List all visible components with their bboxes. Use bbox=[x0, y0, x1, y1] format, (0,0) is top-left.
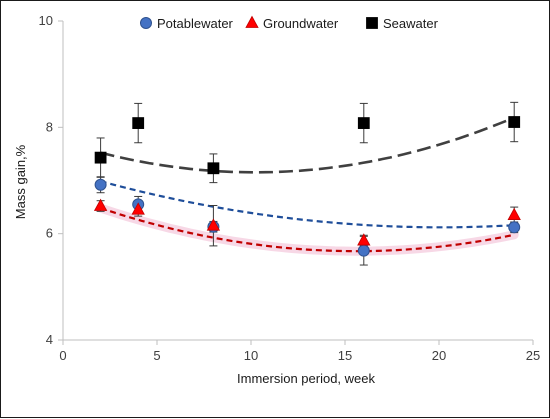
x-tick-label: 25 bbox=[526, 348, 540, 363]
x-tick-label: 0 bbox=[59, 348, 66, 363]
marker-seawater bbox=[508, 116, 521, 128]
x-axis-title: Immersion period, week bbox=[237, 371, 375, 386]
marker-groundwater bbox=[507, 207, 521, 220]
legend-label-groundwater: Groundwater bbox=[263, 16, 339, 31]
marker-seawater bbox=[94, 151, 107, 164]
x-tick-label: 10 bbox=[244, 348, 258, 363]
trendline-groundwater bbox=[100, 207, 515, 253]
plot-axes: 0 5 10 15 20 25 4 6 8 10 bbox=[39, 13, 541, 363]
legend-item-potablewater: Potablewater bbox=[140, 16, 234, 31]
legend-item-groundwater: Groundwater bbox=[245, 15, 339, 31]
trend-band-groundwater bbox=[96, 203, 519, 256]
trendline-potablewater bbox=[100, 180, 515, 229]
marker-seawater bbox=[357, 117, 370, 129]
x-tick-label: 20 bbox=[432, 348, 446, 363]
legend-label-seawater: Seawater bbox=[383, 16, 439, 31]
y-tick-label: 8 bbox=[46, 119, 53, 134]
legend-label-potablewater: Potablewater bbox=[157, 16, 234, 31]
y-axis-title: Mass gain,% bbox=[13, 144, 28, 219]
x-tick-label: 15 bbox=[338, 348, 352, 363]
data-markers bbox=[93, 116, 521, 257]
y-tick-label: 6 bbox=[46, 226, 53, 241]
marker-groundwater bbox=[93, 198, 108, 211]
marker-seawater bbox=[132, 117, 145, 129]
trendline-seawater bbox=[100, 116, 515, 174]
y-tick-label: 10 bbox=[39, 13, 53, 28]
marker-seawater bbox=[207, 162, 220, 175]
marker-groundwater bbox=[206, 218, 221, 231]
y-tick-label: 4 bbox=[46, 332, 53, 347]
x-tick-label: 5 bbox=[153, 348, 160, 363]
marker-groundwater bbox=[131, 202, 145, 215]
legend-marker-seawater bbox=[366, 17, 378, 29]
marker-potablewater bbox=[508, 221, 521, 234]
legend: Potablewater Groundwater Seawater bbox=[140, 15, 439, 31]
legend-marker-groundwater bbox=[245, 15, 259, 28]
trendlines bbox=[96, 116, 519, 256]
marker-potablewater bbox=[357, 244, 370, 257]
legend-item-seawater: Seawater bbox=[366, 16, 439, 31]
marker-potablewater bbox=[94, 178, 107, 191]
marker-groundwater bbox=[357, 233, 371, 246]
legend-marker-potablewater bbox=[140, 17, 152, 29]
